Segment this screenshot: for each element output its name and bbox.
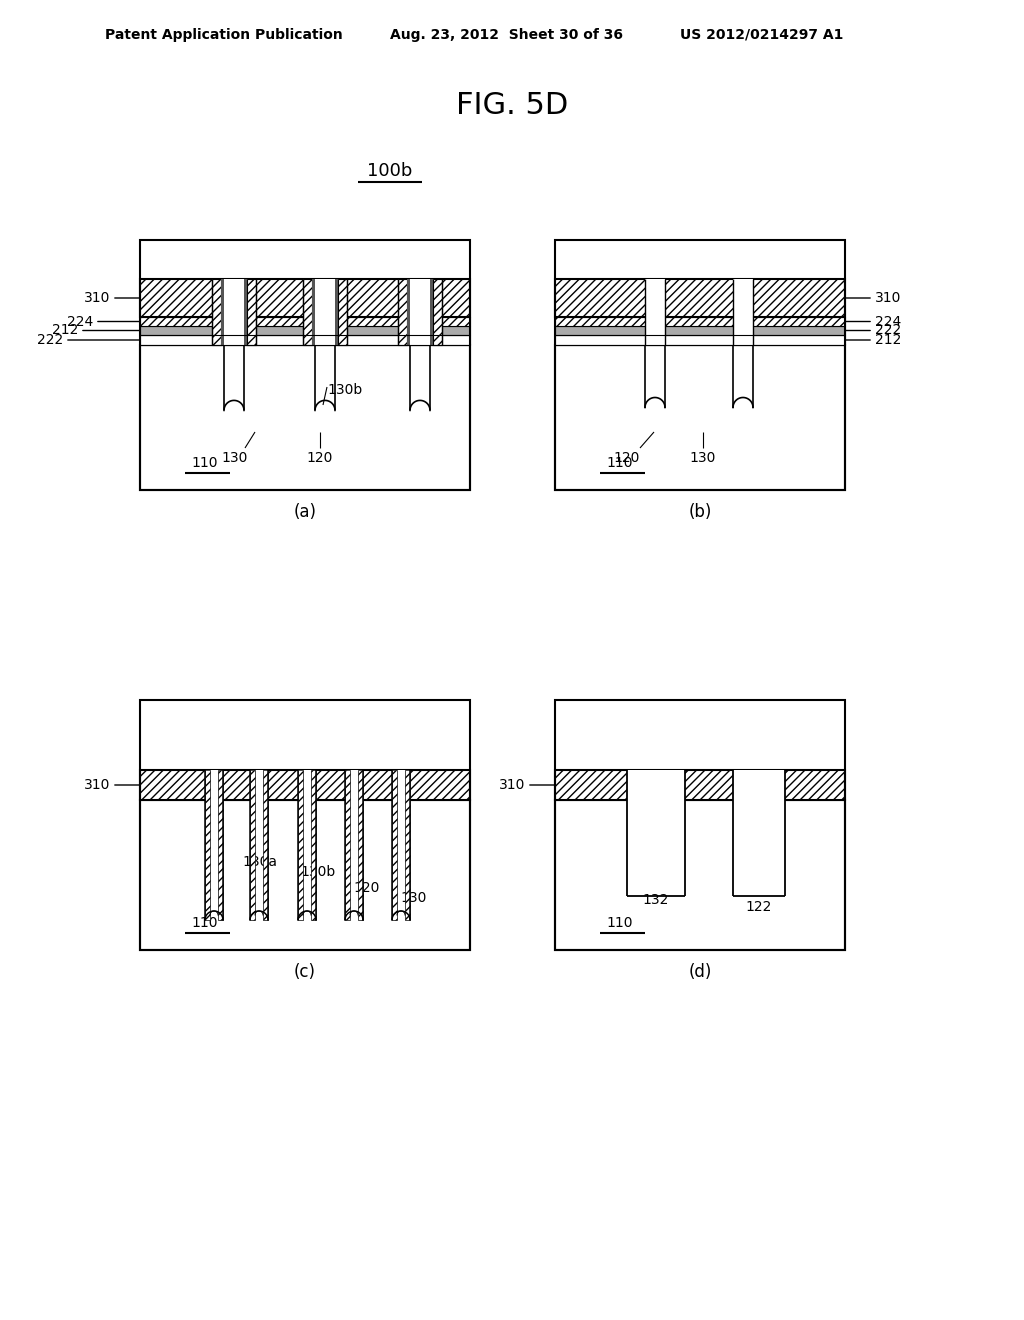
Bar	[555, 700, 845, 950]
Bar	[212, 279, 221, 345]
Bar	[338, 279, 347, 345]
Bar	[345, 770, 362, 925]
Bar	[140, 800, 470, 950]
Bar	[555, 326, 845, 335]
Bar	[140, 345, 470, 490]
Text: 130: 130	[222, 451, 248, 465]
Text: (d): (d)	[688, 964, 712, 981]
Bar	[555, 279, 845, 317]
Text: 212: 212	[874, 333, 901, 347]
Bar	[555, 345, 845, 490]
Text: 132: 132	[643, 894, 670, 907]
Bar	[221, 279, 224, 345]
Bar	[303, 279, 312, 345]
Text: 222: 222	[874, 323, 901, 338]
Text: 130b: 130b	[327, 383, 362, 397]
Bar	[398, 279, 407, 345]
Text: 310: 310	[874, 290, 901, 305]
Text: (a): (a)	[294, 503, 316, 521]
Text: 310: 310	[84, 777, 110, 792]
Bar	[392, 770, 410, 925]
Bar	[140, 770, 470, 800]
Bar	[250, 770, 268, 925]
Bar	[392, 770, 397, 920]
Bar	[555, 770, 845, 800]
Text: (c): (c)	[294, 964, 316, 981]
Bar	[335, 279, 338, 345]
Bar	[645, 279, 665, 345]
Bar	[218, 770, 223, 920]
Text: 310: 310	[499, 777, 525, 792]
Bar	[140, 279, 470, 317]
Bar	[555, 240, 845, 490]
Bar	[205, 770, 223, 925]
Bar	[303, 279, 347, 345]
Text: 130b: 130b	[300, 865, 335, 879]
Text: US 2012/0214297 A1: US 2012/0214297 A1	[680, 28, 844, 42]
Bar	[312, 279, 315, 345]
Text: 310: 310	[84, 290, 110, 305]
Bar	[433, 279, 442, 345]
Text: Patent Application Publication: Patent Application Publication	[105, 28, 343, 42]
Bar	[555, 317, 845, 326]
Text: 120: 120	[613, 451, 640, 465]
Bar	[140, 326, 470, 335]
Bar	[407, 279, 410, 345]
Bar	[406, 770, 410, 920]
Text: 130a: 130a	[242, 855, 278, 869]
Bar	[244, 279, 247, 345]
Bar	[555, 335, 845, 345]
Bar	[398, 279, 442, 345]
Bar	[247, 279, 256, 345]
Text: 212: 212	[51, 323, 78, 338]
Bar	[205, 770, 210, 920]
Bar	[140, 700, 470, 950]
Text: 222: 222	[37, 333, 63, 347]
Bar	[140, 335, 470, 345]
Text: FIG. 5D: FIG. 5D	[456, 91, 568, 120]
Text: 110: 110	[191, 455, 218, 470]
Bar	[555, 800, 845, 950]
Text: 130: 130	[400, 891, 426, 906]
Bar	[263, 770, 268, 920]
Bar	[345, 770, 350, 920]
Text: 120: 120	[353, 880, 379, 895]
Text: 122: 122	[745, 900, 772, 913]
Bar	[140, 240, 470, 490]
Text: 110: 110	[191, 916, 218, 931]
Bar	[358, 770, 362, 920]
Text: 110: 110	[607, 455, 633, 470]
Bar	[627, 770, 685, 908]
Text: 100b: 100b	[368, 162, 413, 180]
Text: 224: 224	[874, 314, 901, 329]
Bar	[298, 770, 303, 920]
Text: Aug. 23, 2012  Sheet 30 of 36: Aug. 23, 2012 Sheet 30 of 36	[390, 28, 623, 42]
Bar	[212, 279, 256, 345]
Bar	[140, 317, 470, 326]
Bar	[430, 279, 433, 345]
Bar	[733, 279, 753, 345]
Bar	[250, 770, 255, 920]
Bar	[298, 770, 316, 925]
Bar	[733, 770, 785, 908]
Text: 130: 130	[690, 451, 716, 465]
Text: (b): (b)	[688, 503, 712, 521]
Text: 120: 120	[307, 451, 333, 465]
Bar	[311, 770, 316, 920]
Text: 110: 110	[607, 916, 633, 931]
Text: 224: 224	[67, 314, 93, 329]
